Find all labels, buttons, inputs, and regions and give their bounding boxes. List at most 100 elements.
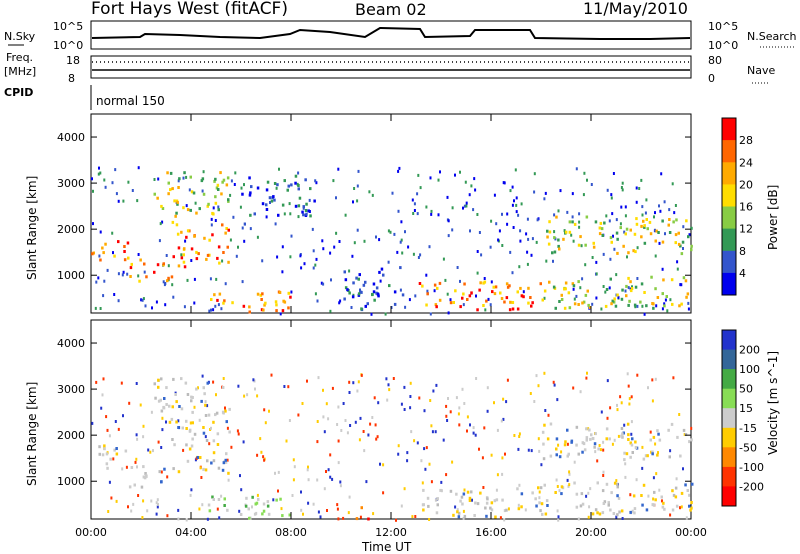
echo-cell: [426, 496, 430, 500]
echo-cell: [593, 442, 597, 446]
noise-cell: [612, 234, 614, 238]
echo-cell: [98, 452, 101, 456]
noise-cell: [291, 494, 294, 497]
echo-cell: [546, 504, 549, 507]
echo-cell: [142, 465, 145, 469]
noise-cell: [606, 416, 609, 420]
noise-cell: [349, 424, 352, 427]
echo-cell: [577, 303, 580, 306]
echo-cell: [661, 292, 664, 296]
noise-cell: [635, 200, 638, 204]
echo-cell: [305, 212, 308, 216]
noise-cell: [627, 384, 630, 388]
colorbar-tick-label: 20: [739, 178, 753, 191]
echo-cell: [640, 494, 643, 497]
y-tick-label: 1000: [57, 475, 85, 488]
noise-cell: [288, 419, 291, 422]
noise-cell: [199, 466, 202, 470]
echo-cell: [652, 503, 656, 507]
noise-cell: [568, 483, 571, 487]
noise-cell: [392, 377, 395, 380]
noise-cell: [654, 254, 657, 258]
echo-cell: [267, 512, 271, 516]
echo-cell: [140, 485, 144, 489]
noise-cell: [623, 230, 626, 234]
noise-cell: [671, 182, 674, 186]
noise-cell: [682, 467, 684, 471]
noise-cell: [654, 228, 656, 232]
echo-cell: [650, 275, 653, 279]
noise-cell: [333, 245, 336, 249]
noise-cell: [616, 403, 618, 407]
noise-cell: [156, 498, 159, 502]
noise-cell: [663, 200, 666, 204]
noise-cell: [280, 507, 283, 511]
noise-cell: [102, 294, 105, 298]
echo-cell: [224, 231, 227, 235]
noise-cell: [306, 468, 309, 472]
noise-cell: [241, 226, 244, 230]
noise-cell: [155, 501, 158, 505]
echo-cell: [622, 431, 625, 435]
date-title: 11/May/2010: [583, 0, 688, 18]
echo-cell: [375, 286, 379, 290]
echo-cell: [461, 296, 464, 300]
noise-cell: [249, 227, 252, 231]
noise-cell: [626, 255, 628, 259]
noise-cell: [113, 293, 116, 296]
noise-cell: [556, 398, 559, 402]
noise-cell: [608, 286, 611, 290]
noise-cell: [527, 237, 530, 241]
echo-cell: [601, 234, 604, 237]
noise-cell: [127, 505, 129, 509]
echo-cell: [163, 467, 166, 471]
noise-cell: [121, 273, 124, 277]
echo-cell: [596, 481, 599, 485]
power-colorbar-label: Power [dB]: [766, 185, 780, 250]
echo-cell: [610, 240, 613, 244]
noise-cell: [358, 438, 361, 442]
noise-cell: [91, 421, 94, 425]
echo-cell: [101, 246, 104, 250]
echo-cell: [178, 405, 181, 408]
noise-cell: [498, 229, 501, 233]
noise-cell: [459, 170, 461, 174]
noise-cell: [675, 477, 678, 481]
noise-cell: [163, 283, 166, 287]
noise-cell: [312, 266, 315, 270]
noise-cell: [201, 503, 204, 507]
echo-cell: [273, 198, 276, 202]
echo-cell: [601, 511, 605, 515]
echo-cell: [470, 490, 473, 494]
noise-cell: [308, 198, 311, 202]
noise-cell: [99, 230, 102, 234]
noise-cell: [437, 178, 440, 182]
noise-cell: [566, 442, 569, 446]
echo-cell: [123, 245, 126, 248]
echo-cell: [305, 202, 308, 206]
echo-cell: [222, 178, 226, 182]
noise-cell: [385, 377, 388, 381]
echo-cell: [511, 301, 515, 304]
noise-cell: [502, 417, 505, 421]
noise-cell: [568, 470, 571, 474]
noise-cell: [679, 506, 681, 510]
noise-cell: [451, 460, 454, 464]
noise-cell: [329, 475, 332, 479]
echo-cell: [603, 221, 606, 225]
echo-cell: [661, 219, 664, 223]
echo-cell: [204, 403, 207, 407]
noise-cell: [496, 473, 499, 477]
noise-cell: [227, 478, 230, 482]
noise-cell: [316, 478, 319, 482]
noise-cell: [323, 487, 326, 491]
echo-cell: [654, 287, 657, 291]
noise-cell: [414, 515, 417, 518]
echo-cell: [581, 502, 585, 506]
echo-cell: [225, 183, 229, 187]
echo-cell: [225, 420, 228, 424]
noise-cell: [212, 308, 215, 312]
noise-cell: [210, 223, 213, 227]
noise-cell: [432, 389, 435, 393]
noise-cell: [177, 508, 180, 512]
